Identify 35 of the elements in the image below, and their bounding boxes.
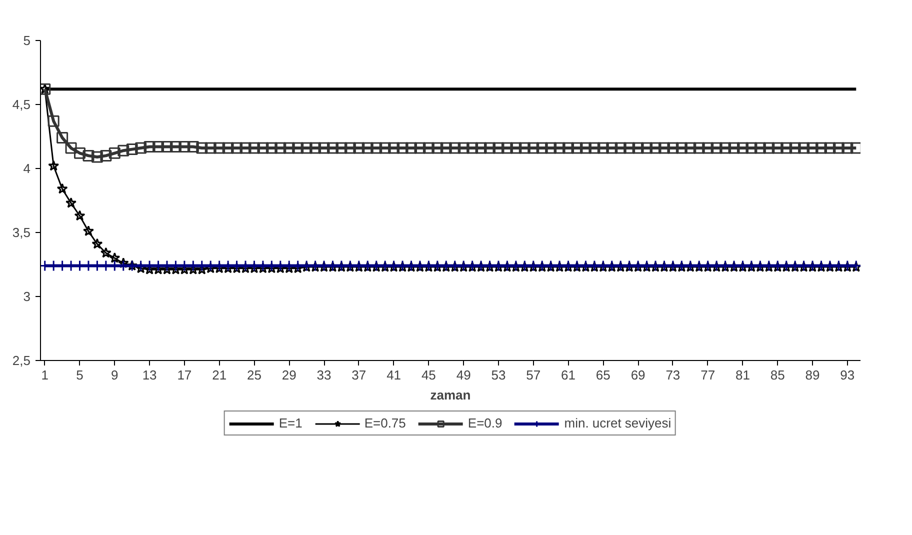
- x-tick-label: 93: [840, 368, 855, 382]
- x-tick-label: 25: [246, 368, 262, 382]
- y-tick-label: 2,5: [12, 353, 31, 368]
- x-tick-label: 57: [526, 368, 541, 382]
- x-tick-label: 37: [352, 368, 366, 382]
- x-axis-title: zaman: [430, 388, 471, 402]
- legend-label: E=0.9: [468, 416, 502, 430]
- x-tick-label: 61: [561, 368, 576, 382]
- y-tick-label: 4,5: [12, 97, 31, 112]
- x-tick-label: 41: [386, 368, 402, 382]
- x-tick-label: 81: [736, 368, 750, 382]
- x-tick-label: 77: [700, 368, 716, 382]
- x-tick-label: 89: [805, 368, 820, 382]
- x-tick-label: 53: [491, 368, 506, 382]
- x-tick-label: 45: [421, 368, 436, 382]
- y-tick-label: 4: [23, 161, 31, 176]
- x-tick-label: 13: [142, 368, 157, 382]
- y-tick-label: 3,5: [12, 225, 31, 240]
- x-tick-label: 21: [212, 368, 227, 382]
- x-tick-label: 9: [111, 368, 118, 382]
- legend-label: min. ucret seviyesi: [564, 416, 672, 430]
- x-tick-label: 49: [456, 368, 471, 382]
- x-tick-label: 1: [41, 368, 48, 382]
- x-tick-label: 65: [596, 368, 610, 382]
- y-tick-label: 3: [23, 289, 31, 304]
- legend-label: E=1: [278, 416, 302, 430]
- x-tick-label: 17: [177, 368, 192, 382]
- y-tick-label: 5: [23, 33, 31, 48]
- x-tick-label: 85: [770, 368, 785, 382]
- x-tick-label: 5: [76, 368, 84, 382]
- x-tick-label: 73: [666, 368, 680, 382]
- x-tick-label: 69: [630, 368, 646, 382]
- legend-label: E=0.75: [364, 416, 406, 430]
- x-tick-label: 33: [316, 368, 332, 382]
- x-tick-label: 29: [282, 368, 296, 382]
